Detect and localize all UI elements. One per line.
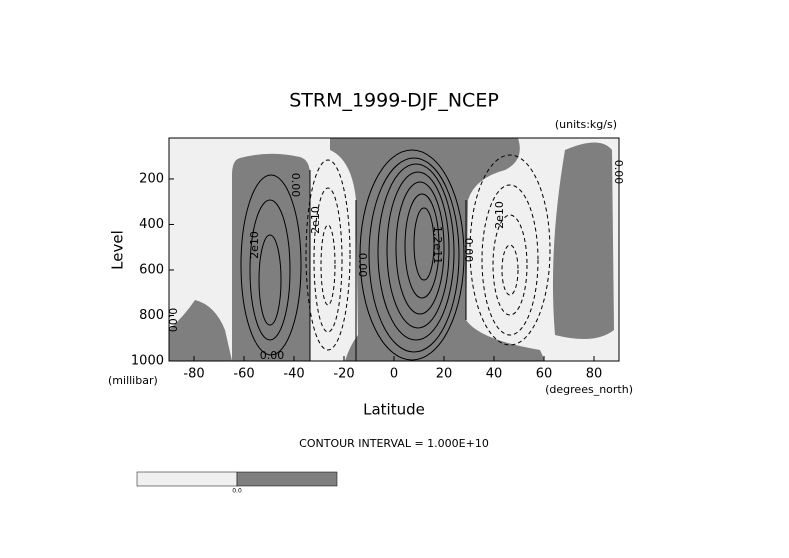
x-tick-label: 60 <box>536 367 553 382</box>
contour-label: 2e10 <box>309 206 322 234</box>
contour-label: 0.00 <box>260 349 285 362</box>
contour-label: 0.00 <box>612 160 625 185</box>
colorbar-swatch <box>136 471 238 487</box>
chart-title: STRM_1999-DJF_NCEP <box>289 90 499 112</box>
x-axis-title: Latitude <box>363 401 425 419</box>
footnote: CONTOUR INTERVAL = 1.000E+10 <box>299 437 489 450</box>
contour-label: 1.2e11 <box>431 226 444 264</box>
y-tick-label: 400 <box>139 217 164 232</box>
y-tick-label: 600 <box>139 262 164 277</box>
x-tick-label: -20 <box>333 367 354 382</box>
contour-label: 2e10 <box>493 201 506 229</box>
contour-label: 0.00 <box>166 308 179 333</box>
contour-lines <box>240 149 551 361</box>
units-label: (units:kg/s) <box>555 118 617 131</box>
x-tick-label: -40 <box>283 367 304 382</box>
colorbar-swatch <box>236 471 338 487</box>
x-tick-label: -60 <box>233 367 254 382</box>
x-tick-label: 40 <box>486 367 503 382</box>
x-units: (degrees_north) <box>545 383 633 396</box>
shaded-regions <box>169 138 614 361</box>
contour-label: 0.00 <box>289 173 302 198</box>
contour-label: 0.00 <box>462 238 475 263</box>
colorbar: 0.0 <box>136 471 338 495</box>
colorbar-label: 0.0 <box>232 488 242 495</box>
x-tick-label: 80 <box>586 367 603 382</box>
contour-label: 0.00 <box>356 253 369 278</box>
x-tick-label: -80 <box>183 367 204 382</box>
y-units: (millibar) <box>108 374 158 387</box>
y-tick-label: 200 <box>139 171 164 186</box>
x-tick-label: 20 <box>436 367 453 382</box>
contour-label: 2e10 <box>248 231 261 259</box>
y-tick-label: 800 <box>139 308 164 323</box>
y-axis-title: Level <box>109 230 127 270</box>
x-tick-label: 0 <box>390 367 398 382</box>
y-tick-label: 1000 <box>131 354 164 369</box>
